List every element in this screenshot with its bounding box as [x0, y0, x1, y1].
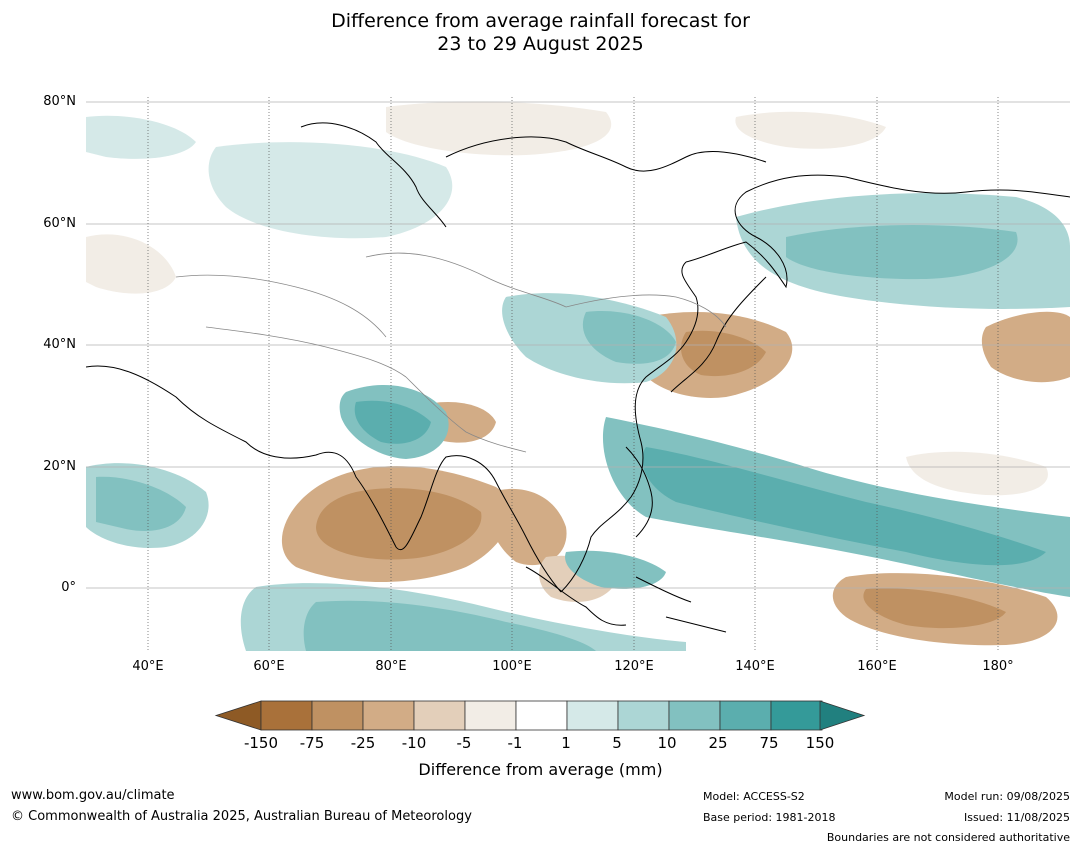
chart-title: Difference from average rainfall forecas…	[0, 10, 1081, 56]
meridians	[147, 97, 999, 651]
lat-label-20n: 20°N	[43, 459, 76, 474]
country-borders	[175, 252, 727, 453]
map-canvas	[86, 97, 1070, 651]
colorbar-over-arrow	[819, 700, 866, 731]
lon-label-100e: 100°E	[492, 659, 532, 674]
lon-label-40e: 40°E	[132, 659, 164, 674]
colorbar-tick: -75	[299, 734, 325, 752]
colorbar-tick: 10	[657, 734, 677, 752]
model-run-date: Model run: 09/08/2025	[944, 790, 1070, 803]
colorbar-cell	[668, 700, 721, 731]
title-line-1: Difference from average rainfall forecas…	[331, 10, 750, 32]
colorbar-tick: -5	[456, 734, 472, 752]
colorbar-cell	[362, 700, 415, 731]
colorbar-cell	[260, 700, 313, 731]
coastlines	[86, 122, 1070, 633]
rainfall-map	[86, 97, 1070, 651]
model-info: Model: ACCESS-S2	[703, 790, 805, 803]
website-link[interactable]: www.bom.gov.au/climate	[11, 788, 175, 803]
copyright-notice: © Commonwealth of Australia 2025, Austra…	[11, 809, 472, 824]
colorbar-title: Difference from average (mm)	[418, 760, 663, 779]
colorbar-cell	[515, 700, 568, 731]
title-line-2: 23 to 29 August 2025	[437, 33, 644, 55]
lon-label-120e: 120°E	[614, 659, 654, 674]
colorbar-tick: -25	[350, 734, 376, 752]
colorbar-cell	[566, 700, 619, 731]
wet-anomaly-regions	[86, 115, 1070, 651]
base-period-info: Base period: 1981-2018	[703, 811, 836, 824]
colorbar-tick: -150	[243, 734, 279, 752]
colorbar-tick: 150	[805, 734, 835, 752]
colorbar-cell	[413, 700, 466, 731]
colorbar-cell	[719, 700, 772, 731]
colorbar-cell	[770, 700, 823, 731]
graticule	[86, 101, 1070, 589]
boundaries-disclaimer: Boundaries are not considered authoritat…	[826, 831, 1070, 844]
colorbar-tick: 25	[708, 734, 728, 752]
lon-label-80e: 80°E	[375, 659, 407, 674]
issued-date: Issued: 11/08/2025	[963, 811, 1070, 824]
colorbar-cells	[260, 700, 823, 731]
colorbar-tick: 75	[759, 734, 779, 752]
lat-label-80n: 80°N	[43, 94, 76, 109]
lon-label-180: 180°	[982, 659, 1014, 674]
colorbar	[214, 700, 866, 731]
colorbar-cell	[311, 700, 364, 731]
colorbar-tick: -1	[507, 734, 523, 752]
lon-label-140e: 140°E	[735, 659, 775, 674]
colorbar-under-arrow	[214, 700, 262, 731]
colorbar-cell	[617, 700, 670, 731]
colorbar-tick: 1	[561, 734, 571, 752]
lat-label-60n: 60°N	[43, 216, 76, 231]
lon-label-60e: 60°E	[253, 659, 285, 674]
lat-label-0: 0°	[61, 580, 76, 595]
colorbar-tick: 5	[612, 734, 622, 752]
colorbar-cell	[464, 700, 517, 731]
lat-label-40n: 40°N	[43, 337, 76, 352]
lon-label-160e: 160°E	[857, 659, 897, 674]
colorbar-tick: -10	[401, 734, 427, 752]
